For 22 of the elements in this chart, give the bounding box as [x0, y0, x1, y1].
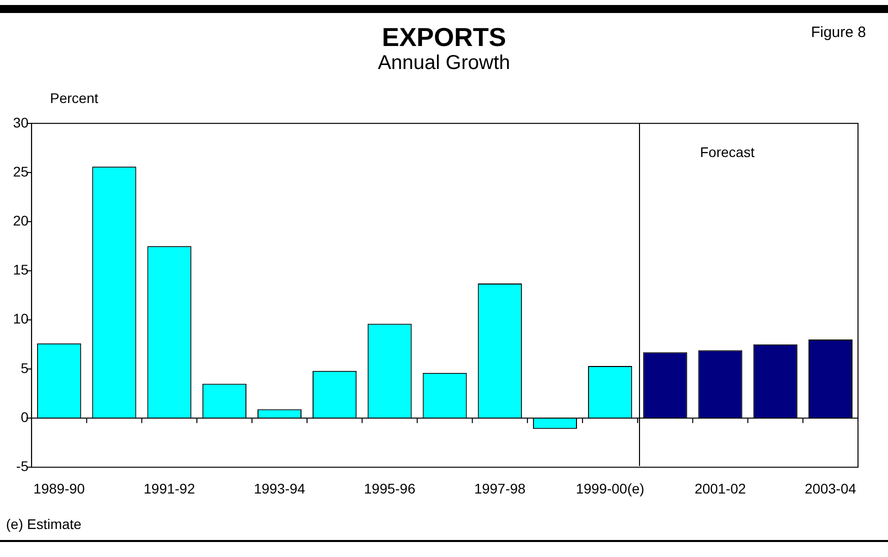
x-tick-label: 1993-94 [254, 480, 306, 496]
y-tick-label: 15 [12, 262, 29, 278]
x-tick-label: 1989-90 [33, 480, 86, 496]
caption: Figure 8 [810, 24, 866, 41]
chart-subtitle: Annual Growth [376, 52, 512, 75]
text: (e) Estimate [6, 516, 82, 532]
annotation: Forecast [700, 144, 754, 160]
y-axis-title: Percent [50, 90, 98, 106]
y-tick-label: -5 [16, 458, 29, 474]
y-tick-label: 5 [20, 360, 29, 376]
x-tick-label: 2003-04 [804, 480, 856, 496]
y-tick-label: 25 [12, 163, 29, 180]
x-tick-label: 1995-96 [364, 480, 416, 496]
y-tick-label: 0 [20, 408, 29, 425]
y-tick-label: 20 [12, 212, 29, 228]
y-tick-label: 10 [12, 310, 29, 327]
chart-title: EXPORTS [382, 22, 506, 52]
x-tick-label: 1997-98 [474, 480, 526, 496]
x-tick-label: 2001-02 [694, 480, 746, 496]
x-tick-label: 1999-00(e) [576, 480, 644, 496]
x-tick-label: 1991-92 [144, 480, 196, 496]
y-tick-label: 30 [12, 114, 29, 130]
